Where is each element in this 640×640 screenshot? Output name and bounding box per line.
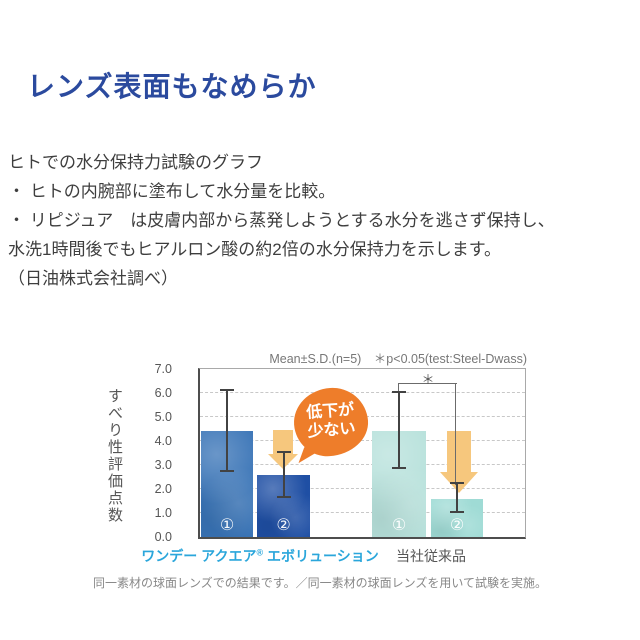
description-line: 水洗1時間後でもヒアルロン酸の約2倍の水分保持力を示します。 bbox=[8, 240, 502, 259]
x-label-conventional: 当社従来品 bbox=[396, 548, 466, 564]
description-line: ヒトでの水分保持力試験のグラフ bbox=[8, 153, 263, 172]
gridline bbox=[200, 440, 525, 441]
significance-asterisk: ＊ bbox=[421, 372, 435, 387]
registered-mark: ® bbox=[256, 547, 264, 558]
y-tick-label: 6.0 bbox=[154, 386, 172, 400]
bar-number-label: ② bbox=[276, 517, 291, 534]
y-tick-label: 4.0 bbox=[154, 434, 172, 448]
y-tick-label: 0.0 bbox=[154, 530, 172, 544]
significance-bracket bbox=[398, 383, 457, 485]
gridline bbox=[200, 488, 525, 489]
y-tick-label: 5.0 bbox=[154, 410, 172, 424]
slipperiness-bar-chart: Mean±S.D.(n=5) ＊p<0.05(test:Steel-Dwass)… bbox=[0, 338, 640, 598]
bar-number-label: ① bbox=[219, 517, 235, 534]
gridline bbox=[200, 512, 525, 513]
y-tick-label: 7.0 bbox=[154, 362, 172, 376]
error-bar-1 bbox=[220, 388, 234, 472]
description-line: ・ ヒトの内腕部に塗布して水分量を比較。 bbox=[8, 182, 336, 201]
chart-footnote: 同一素材の球面レンズでの結果です。／同一素材の球面レンズを用いて試験を実施。 bbox=[93, 576, 547, 590]
y-axis-title: すべり性評価点数 bbox=[106, 388, 123, 524]
gridline bbox=[200, 392, 525, 393]
page-title: レンズ表面もなめらか bbox=[27, 70, 317, 102]
error-bar-2 bbox=[276, 451, 291, 499]
decrease-arrow-small bbox=[273, 430, 293, 454]
description-line: ・ リピジュア は皮膚内部から蒸発しようとする水分を逃さず保持し、 bbox=[8, 211, 555, 230]
gridline bbox=[200, 464, 525, 465]
y-tick-label: 1.0 bbox=[154, 506, 172, 520]
y-axis-ticks: 0.0 1.0 2.0 3.0 4.0 5.0 6.0 7.0 bbox=[130, 362, 172, 544]
decrease-arrow-large bbox=[447, 431, 471, 472]
bar-number-label: ① bbox=[391, 517, 407, 534]
brand-name-rest: エボリューション bbox=[263, 548, 379, 564]
speech-bubble-text: 少ない bbox=[307, 420, 357, 441]
error-bar-4 bbox=[450, 482, 464, 513]
y-tick-label: 3.0 bbox=[154, 458, 172, 472]
error-bar-3 bbox=[392, 391, 406, 470]
chart-statistics-note: Mean±S.D.(n=5) ＊p<0.05(test:Steel-Dwass) bbox=[269, 352, 527, 366]
y-tick-label: 2.0 bbox=[154, 482, 172, 496]
bar-number-label: ② bbox=[449, 517, 465, 534]
description-text: ヒトでの水分保持力試験のグラフ ・ ヒトの内腕部に塗布して水分量を比較。 ・ リ… bbox=[8, 148, 632, 293]
brand-name: ワンデー アクエア bbox=[141, 548, 257, 564]
x-label-evolution: ワンデー アクエア® エボリューション bbox=[110, 546, 410, 566]
description-line: （日油株式会社調べ） bbox=[8, 269, 178, 288]
